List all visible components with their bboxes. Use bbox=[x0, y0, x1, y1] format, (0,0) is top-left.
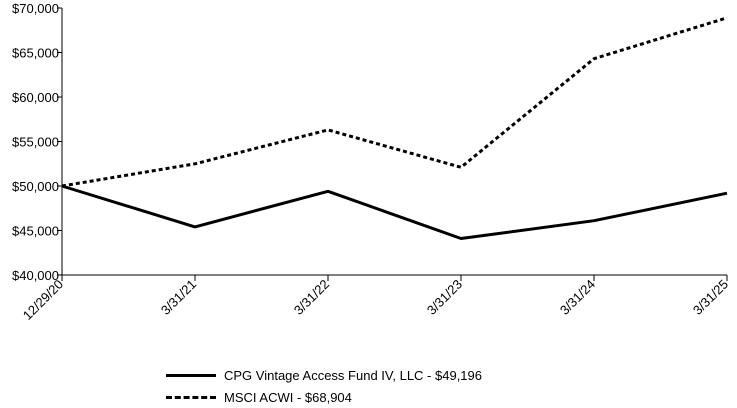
legend-label-msci: MSCI ACWI - $68,904 bbox=[224, 390, 352, 405]
legend-swatch-dashed bbox=[166, 396, 216, 399]
legend-swatch-solid bbox=[166, 374, 216, 377]
x-tick-label: 12/29/20 bbox=[20, 277, 66, 323]
x-axis: 12/29/20 3/31/21 3/31/22 3/31/23 3/31/24 3/31… bbox=[20, 275, 731, 323]
x-tick-label: 3/31/24 bbox=[557, 277, 598, 318]
x-tick-label: 3/31/25 bbox=[690, 277, 731, 318]
x-tick-label: 3/31/22 bbox=[291, 277, 332, 318]
legend-label-fund: CPG Vintage Access Fund IV, LLC - $49,19… bbox=[224, 368, 482, 383]
series-lines bbox=[62, 18, 727, 239]
y-tick-label: $55,000 bbox=[12, 135, 59, 150]
legend-item-msci: MSCI ACWI - $68,904 bbox=[166, 386, 482, 408]
series-line-fund bbox=[62, 186, 727, 239]
y-tick-label: $60,000 bbox=[12, 90, 59, 105]
legend: CPG Vintage Access Fund IV, LLC - $49,19… bbox=[166, 364, 482, 408]
y-tick-label: $65,000 bbox=[12, 46, 59, 61]
series-line-msci bbox=[62, 18, 727, 186]
x-tick-label: 3/31/23 bbox=[424, 277, 465, 318]
y-tick-label: $45,000 bbox=[12, 224, 59, 239]
y-tick-label: $70,000 bbox=[12, 1, 59, 16]
legend-item-fund: CPG Vintage Access Fund IV, LLC - $49,19… bbox=[166, 364, 482, 386]
x-tick-label: 3/31/21 bbox=[158, 277, 199, 318]
y-tick-label: $50,000 bbox=[12, 179, 59, 194]
y-axis: $40,000$45,000$50,000$55,000$60,000$65,0… bbox=[12, 1, 62, 283]
